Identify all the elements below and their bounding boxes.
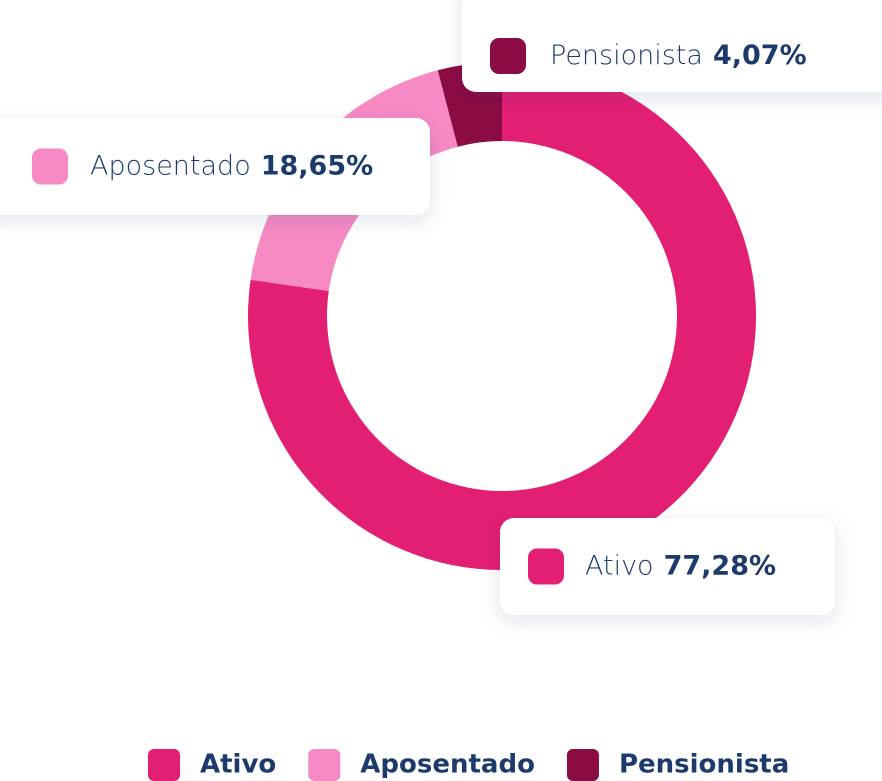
legend-label: Pensionista xyxy=(619,750,789,780)
legend-label: Aposentado xyxy=(360,750,535,780)
callout-label: Aposentado 18,65% xyxy=(90,150,373,181)
callout-box xyxy=(462,0,882,92)
callout-box xyxy=(500,518,835,615)
callout-label: Pensionista 4,07% xyxy=(550,40,807,71)
callout-swatch xyxy=(490,38,526,74)
callout-name: Ativo xyxy=(585,550,654,581)
callout-swatch xyxy=(32,148,68,185)
callouts: Ativo 77,28% Aposentado 18,65% Pensionista 4,… xyxy=(0,0,882,615)
donut-segment xyxy=(248,62,756,570)
callout-value: 77,28% xyxy=(664,550,776,581)
callout-value: 18,65% xyxy=(261,150,373,181)
callout-name: Pensionista xyxy=(550,40,703,71)
legend-swatch xyxy=(566,749,599,781)
legend-swatch xyxy=(148,749,180,781)
callout-box xyxy=(0,118,430,215)
legend: Ativo Aposentado Pensionista xyxy=(148,749,789,781)
legend-swatch xyxy=(308,749,341,781)
callout-name: Aposentado xyxy=(90,150,251,181)
legend-label: Ativo xyxy=(200,750,276,780)
callout-value: 4,07% xyxy=(713,40,807,71)
callout-swatch xyxy=(528,548,564,585)
callout-label: Ativo 77,28% xyxy=(585,550,776,581)
